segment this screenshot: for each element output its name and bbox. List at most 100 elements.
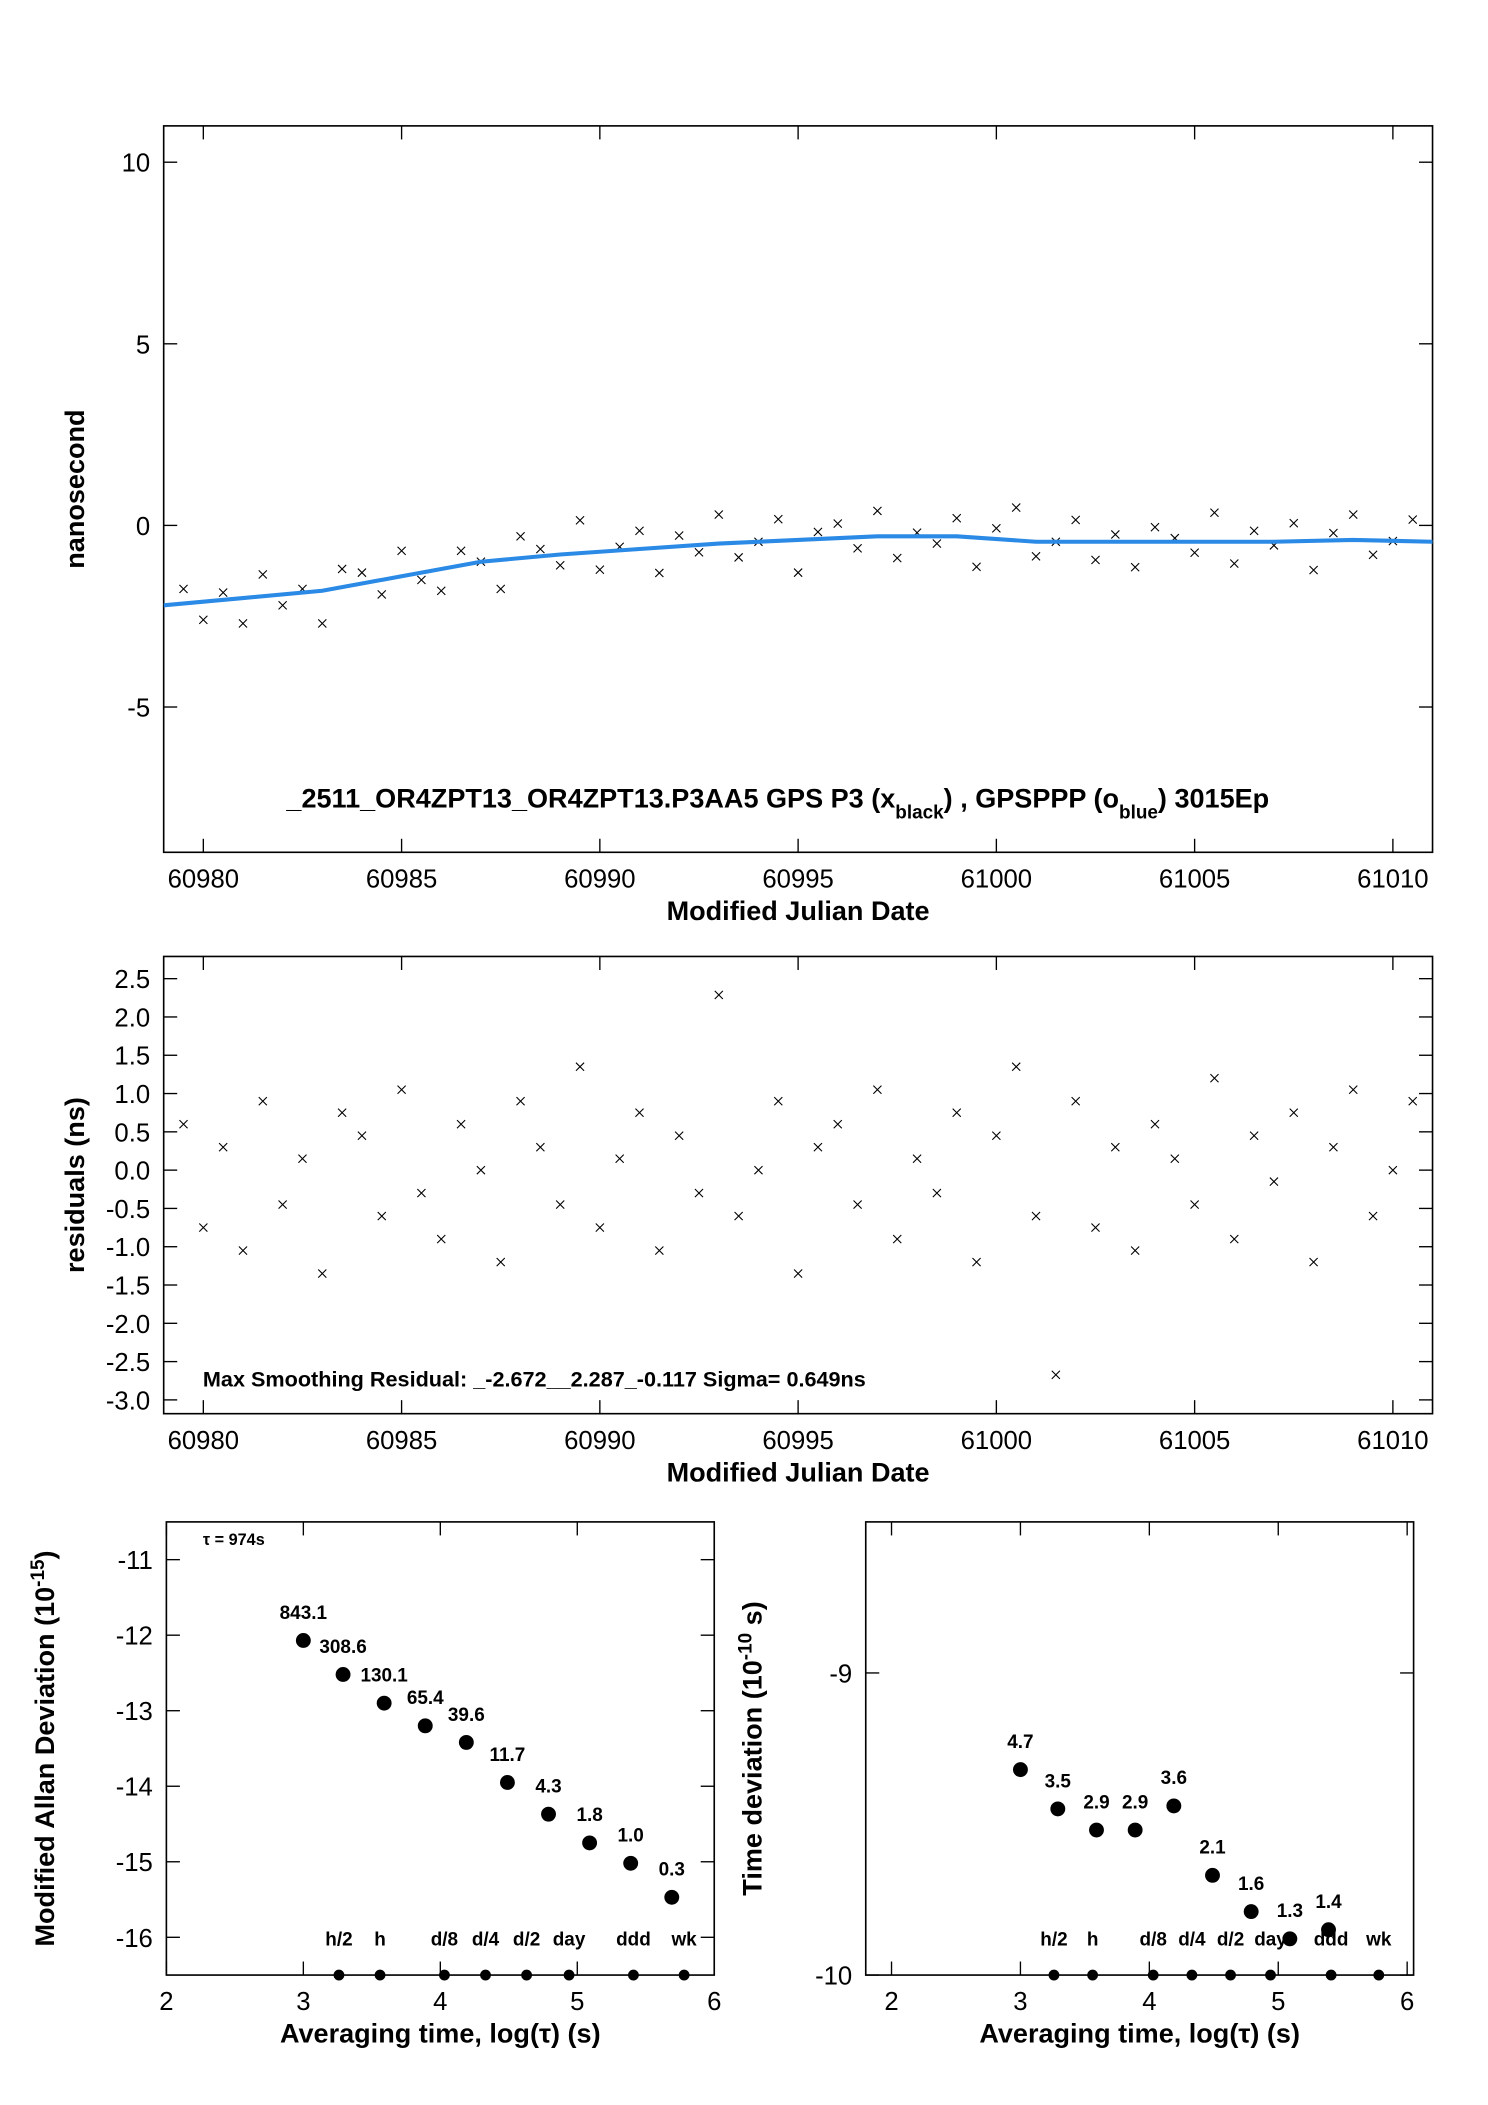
point <box>357 1131 367 1141</box>
point <box>417 1718 433 1734</box>
interval-label: h/2 <box>325 1929 352 1950</box>
annotation: τ = 974s <box>203 1531 265 1549</box>
point <box>582 1835 598 1851</box>
interval-label: h/2 <box>1040 1929 1067 1950</box>
y-tick-label: -2.5 <box>106 1349 150 1377</box>
x-axis-label: Averaging time, log(τ) (s) <box>979 2019 1300 2049</box>
point <box>773 514 783 524</box>
point <box>258 570 268 579</box>
x-tick-label: 60990 <box>564 1427 635 1455</box>
y-tick-label: 10 <box>122 150 151 178</box>
point <box>1127 1822 1143 1838</box>
point <box>1051 1370 1061 1380</box>
x-tick-label: 61010 <box>1357 865 1428 893</box>
point <box>1091 555 1100 565</box>
point <box>1289 1108 1299 1118</box>
point-label: 1.3 <box>1277 1901 1303 1922</box>
point <box>376 1695 392 1711</box>
point <box>1348 510 1358 519</box>
y-tick-label: 2.5 <box>114 966 150 994</box>
point-label: 3.5 <box>1045 1771 1071 1792</box>
y-axis-label: nanosecond <box>60 409 90 568</box>
interval-label: day <box>1254 1929 1287 1950</box>
point <box>833 519 843 529</box>
point <box>436 586 446 596</box>
point <box>1130 1246 1140 1255</box>
interval-marker <box>1087 1969 1099 1981</box>
point <box>1408 515 1418 525</box>
point <box>595 1223 605 1233</box>
point <box>972 1257 981 1267</box>
interval-marker <box>1373 1969 1385 1981</box>
point <box>496 584 506 594</box>
y-tick-label: -12 <box>116 1623 153 1651</box>
point <box>335 1667 351 1682</box>
point <box>397 1085 407 1095</box>
point <box>1321 1922 1336 1938</box>
point <box>1229 559 1239 568</box>
plot-frame <box>162 955 1434 1415</box>
point <box>317 619 327 628</box>
point <box>932 1188 942 1198</box>
y-tick-label: 0.0 <box>114 1158 150 1186</box>
y-tick-label: -11 <box>118 1547 153 1575</box>
point <box>1071 1096 1081 1106</box>
point-label: 308.6 <box>319 1637 366 1658</box>
point <box>179 584 188 594</box>
point <box>416 575 426 585</box>
point <box>555 1200 565 1210</box>
plot-area <box>163 503 1433 628</box>
text-part: ) , GPSPPP (o <box>944 784 1119 814</box>
point <box>1328 1142 1338 1152</box>
interval-label: ddd <box>1314 1929 1349 1950</box>
interval-marker <box>1186 1969 1198 1981</box>
text-part: s) <box>738 1601 768 1633</box>
point <box>1031 1211 1041 1221</box>
point <box>377 589 387 599</box>
point <box>1368 1211 1378 1221</box>
point <box>1150 1119 1160 1129</box>
point <box>377 1211 387 1221</box>
point <box>754 1165 763 1175</box>
point <box>793 1269 803 1278</box>
point-label: 11.7 <box>490 1745 526 1766</box>
point <box>295 1633 311 1648</box>
interval-label: h <box>374 1929 386 1950</box>
point <box>1190 548 1200 558</box>
point <box>496 1257 506 1267</box>
interval-marker <box>1325 1969 1337 1981</box>
point <box>337 1108 347 1118</box>
point <box>1249 1131 1259 1141</box>
point <box>456 1119 466 1129</box>
point <box>932 539 942 549</box>
plot-frame <box>864 1521 1415 1976</box>
x-tick-label: 60990 <box>564 865 635 893</box>
point <box>1110 530 1120 539</box>
interval-marker <box>521 1969 533 1981</box>
point <box>535 544 545 554</box>
point-label: 1.6 <box>1238 1874 1264 1895</box>
interval-marker <box>333 1969 345 1981</box>
text-part: black <box>895 802 944 823</box>
point <box>595 565 605 575</box>
point <box>1091 1223 1100 1233</box>
x-tick-label: 60985 <box>366 1427 437 1455</box>
point <box>1011 503 1021 513</box>
plot-frame <box>165 1521 716 1976</box>
x-tick-label: 61005 <box>1159 1427 1230 1455</box>
point <box>635 526 644 536</box>
point <box>1190 1200 1200 1210</box>
text-part: Modified Allan Deviation (10 <box>30 1587 60 1947</box>
x-tick-label: 2 <box>159 1988 173 2016</box>
point <box>1205 1867 1220 1883</box>
point <box>198 1223 208 1233</box>
interval-marker <box>480 1969 491 1981</box>
interval-marker <box>439 1969 450 1981</box>
point <box>278 600 288 610</box>
point <box>1166 1798 1182 1814</box>
interval-label: d/4 <box>472 1929 500 1950</box>
point <box>1282 1931 1298 1947</box>
point <box>1012 1762 1028 1778</box>
text-part: ) 3015Ep <box>1158 784 1269 814</box>
text-part: Max Smoothing Residual: _-2.672__2.287_-… <box>203 1367 866 1392</box>
